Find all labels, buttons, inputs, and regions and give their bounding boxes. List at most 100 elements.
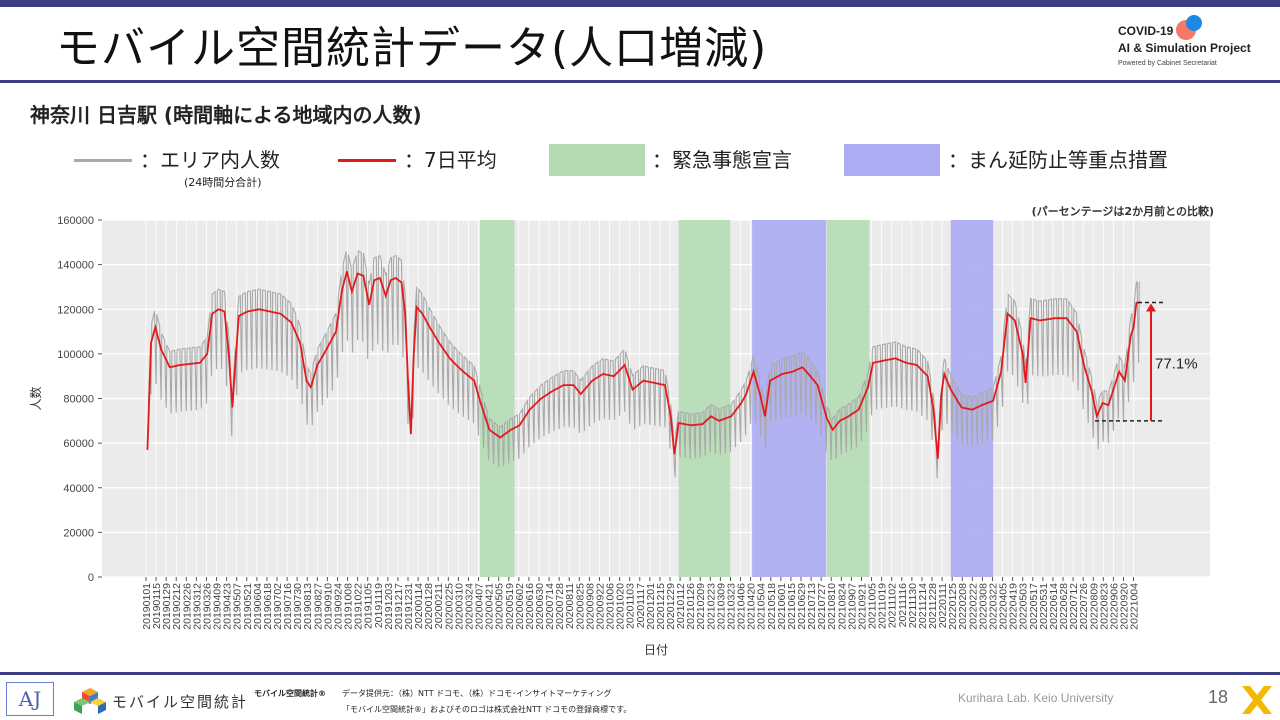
legend-avg-label: ：7日平均 [404, 148, 497, 172]
legend-avg-swatch [338, 159, 396, 162]
x-tick-label: 20210406 [736, 583, 748, 630]
x-tick-label: 20190910 [322, 583, 334, 630]
x-tick-label: 20191022 [353, 583, 365, 630]
x-axis-label: 日付 [644, 643, 668, 657]
x-tick-label: 20190409 [212, 583, 224, 630]
logo-dot-blue [1186, 15, 1202, 31]
x-tick-label: 20210223 [705, 583, 717, 630]
x-tick-label: 20190618 [262, 583, 274, 630]
x-tick-label: 20220322 [987, 583, 999, 630]
x-tick-label: 20210810 [826, 583, 838, 630]
legend-semi-swatch [844, 144, 940, 176]
y-tick-label: 40000 [63, 483, 94, 495]
x-tick-label: 20210727 [816, 583, 828, 630]
y-tick-label: 20000 [63, 527, 94, 539]
x-tick-label: 20191105 [363, 583, 375, 629]
y-tick-label: 160000 [57, 215, 94, 227]
x-tick-label: 20190423 [222, 583, 234, 630]
x-tick-label: 20190226 [181, 583, 193, 630]
x-tick-label: 20200505 [494, 583, 506, 630]
emergency-period [678, 220, 731, 577]
x-tick-label: 20201006 [605, 583, 617, 630]
x-tick-label: 20200616 [524, 583, 536, 630]
x-tick-label: 20200211 [433, 583, 445, 629]
legend-emergency-label: ：緊急事態宣言 [652, 148, 792, 172]
footer-divider [0, 672, 1280, 675]
chart-subtitle: 神奈川 日吉駅 (時間軸による地域内の人数) [30, 103, 422, 127]
mobile-stats-logo-text: モバイル空間統計 [112, 693, 249, 711]
mobile-stats-logo: モバイル空間統計 [72, 686, 246, 716]
x-tick-label: 20220208 [957, 583, 969, 630]
x-tick-label: 20210615 [786, 583, 798, 630]
x-tick-label: 20220628 [1058, 583, 1070, 630]
logo-line1: COVID-19 [1118, 24, 1174, 38]
x-tick-label: 20200602 [514, 583, 526, 630]
x-tick-label: 20190115 [151, 583, 163, 629]
series-area-count [146, 250, 1140, 479]
logo-line3: Powered by Cabinet Secretariat [1118, 60, 1217, 67]
x-tick-label: 20220503 [1018, 583, 1030, 630]
x-tick-label: 20200908 [584, 583, 596, 630]
x-tick-label: 20200825 [574, 583, 586, 630]
x-tick-label: 20211214 [917, 583, 929, 629]
population-line-chart: 0 20000 40000 60000 80000 100000 120000 140000 1… [28, 204, 1214, 657]
x-tick-label: 20200225 [443, 583, 455, 630]
y-tick-label: 80000 [63, 394, 94, 406]
x-tick-label: 20211130 [907, 583, 919, 628]
x-tick-label: 20221004 [1129, 583, 1141, 630]
x-tick-label: 20191217 [393, 583, 405, 630]
page-title: モバイル空間統計データ(人口増減) [56, 23, 768, 74]
x-tick-label: 20220920 [1118, 583, 1130, 630]
x-tick-label: 20210323 [725, 583, 737, 630]
y-tick-label: 60000 [63, 438, 94, 450]
x-tick-label: 20220906 [1108, 583, 1120, 630]
x-tick-label: 20200114 [413, 583, 425, 629]
x-tick-label: 20220614 [1048, 583, 1060, 630]
legend: ：エリア内人数 (24時間分合計) ：7日平均 ：緊急事態宣言 ：まん延防止等重… [0, 140, 1280, 200]
cube-icon [74, 688, 106, 714]
x-tick-label: 20190101 [141, 583, 153, 630]
x-tick-label: 20191203 [383, 583, 395, 630]
x-tick-label: 20200310 [453, 583, 465, 630]
lab-credit: Kurihara Lab. Keio University [958, 691, 1114, 705]
x-tick-label: 20210713 [806, 583, 818, 630]
legend-semi-label: ：まん延防止等重点措置 [948, 148, 1168, 172]
x-tick-label: 20210518 [766, 583, 778, 630]
mobile-stats-mark: モバイル空間統計® [254, 689, 326, 698]
x-tick-label: 20190326 [201, 583, 213, 630]
x-tick-label: 20201201 [645, 583, 657, 630]
x-tick-label: 20200324 [463, 583, 475, 630]
x-tick-label: 20190129 [161, 583, 173, 630]
x-tick-label: 20220125 [947, 583, 959, 630]
x-tick-label: 20210126 [685, 583, 697, 630]
y-tick-label: 120000 [57, 304, 94, 316]
data-provider-note: データ提供元：（株）NTT ドコモ、（株）ドコモ･インサイトマーケティング [342, 689, 612, 698]
x-tick-label: 20210629 [796, 583, 808, 630]
x-tick-label: 20211116 [897, 583, 909, 628]
x-tick-label: 20201215 [655, 583, 667, 630]
x-tick-label: 20200630 [534, 583, 546, 630]
x-tick-label: 20190827 [312, 583, 324, 630]
x-tick-label: 20220726 [1078, 583, 1090, 630]
x-tick-label: 20210921 [856, 583, 868, 630]
x-tick-label: 20220712 [1068, 583, 1080, 630]
x-tick-label: 20190507 [232, 583, 244, 630]
semi-emergency-period [752, 220, 827, 577]
x-tick-label: 20200811 [564, 583, 576, 629]
aj-logo: AJ [6, 682, 54, 716]
legend-emergency-swatch [549, 144, 645, 176]
x-tick-label: 20201103 [625, 583, 637, 629]
legend-raw-swatch [74, 159, 132, 162]
x-tick-label: 20210309 [715, 583, 727, 630]
legend-raw-note: (24時間分合計) [184, 176, 262, 189]
x-tick-label: 20190924 [332, 583, 344, 630]
x-tick-label: 20201117 [635, 583, 647, 628]
change-arrow-head [1146, 303, 1156, 312]
x-tick-label: 20220517 [1028, 583, 1040, 630]
x-tick-label: 20210601 [776, 583, 788, 630]
emergency-period [479, 220, 515, 577]
page-number: 18 [1208, 687, 1229, 707]
covid-project-logo: COVID-19 AI & Simulation Project Powered… [1118, 15, 1278, 74]
logo-line2: AI & Simulation Project [1118, 41, 1251, 55]
x-tick-label: 20210112 [675, 583, 687, 629]
